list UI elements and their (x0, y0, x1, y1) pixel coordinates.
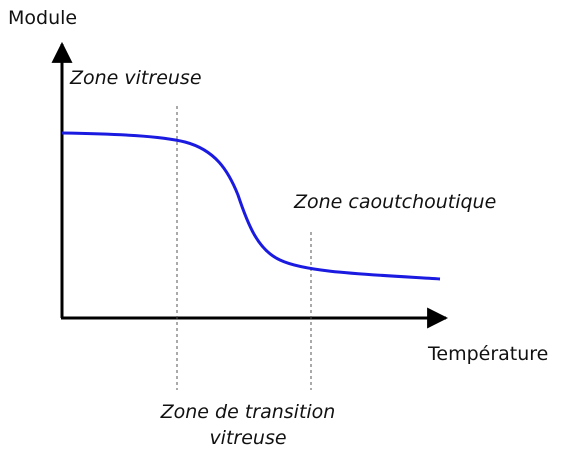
x-axis-label: Température (427, 343, 548, 365)
zone-label: Zone de transition (160, 401, 336, 423)
modulus-curve (61, 131, 441, 281)
zone-label: Zone caoutchoutique (293, 191, 496, 213)
zone-label: vitreuse (209, 427, 286, 449)
zone-label: Zone vitreuse (69, 67, 202, 89)
y-axis-label: Module (8, 7, 77, 29)
